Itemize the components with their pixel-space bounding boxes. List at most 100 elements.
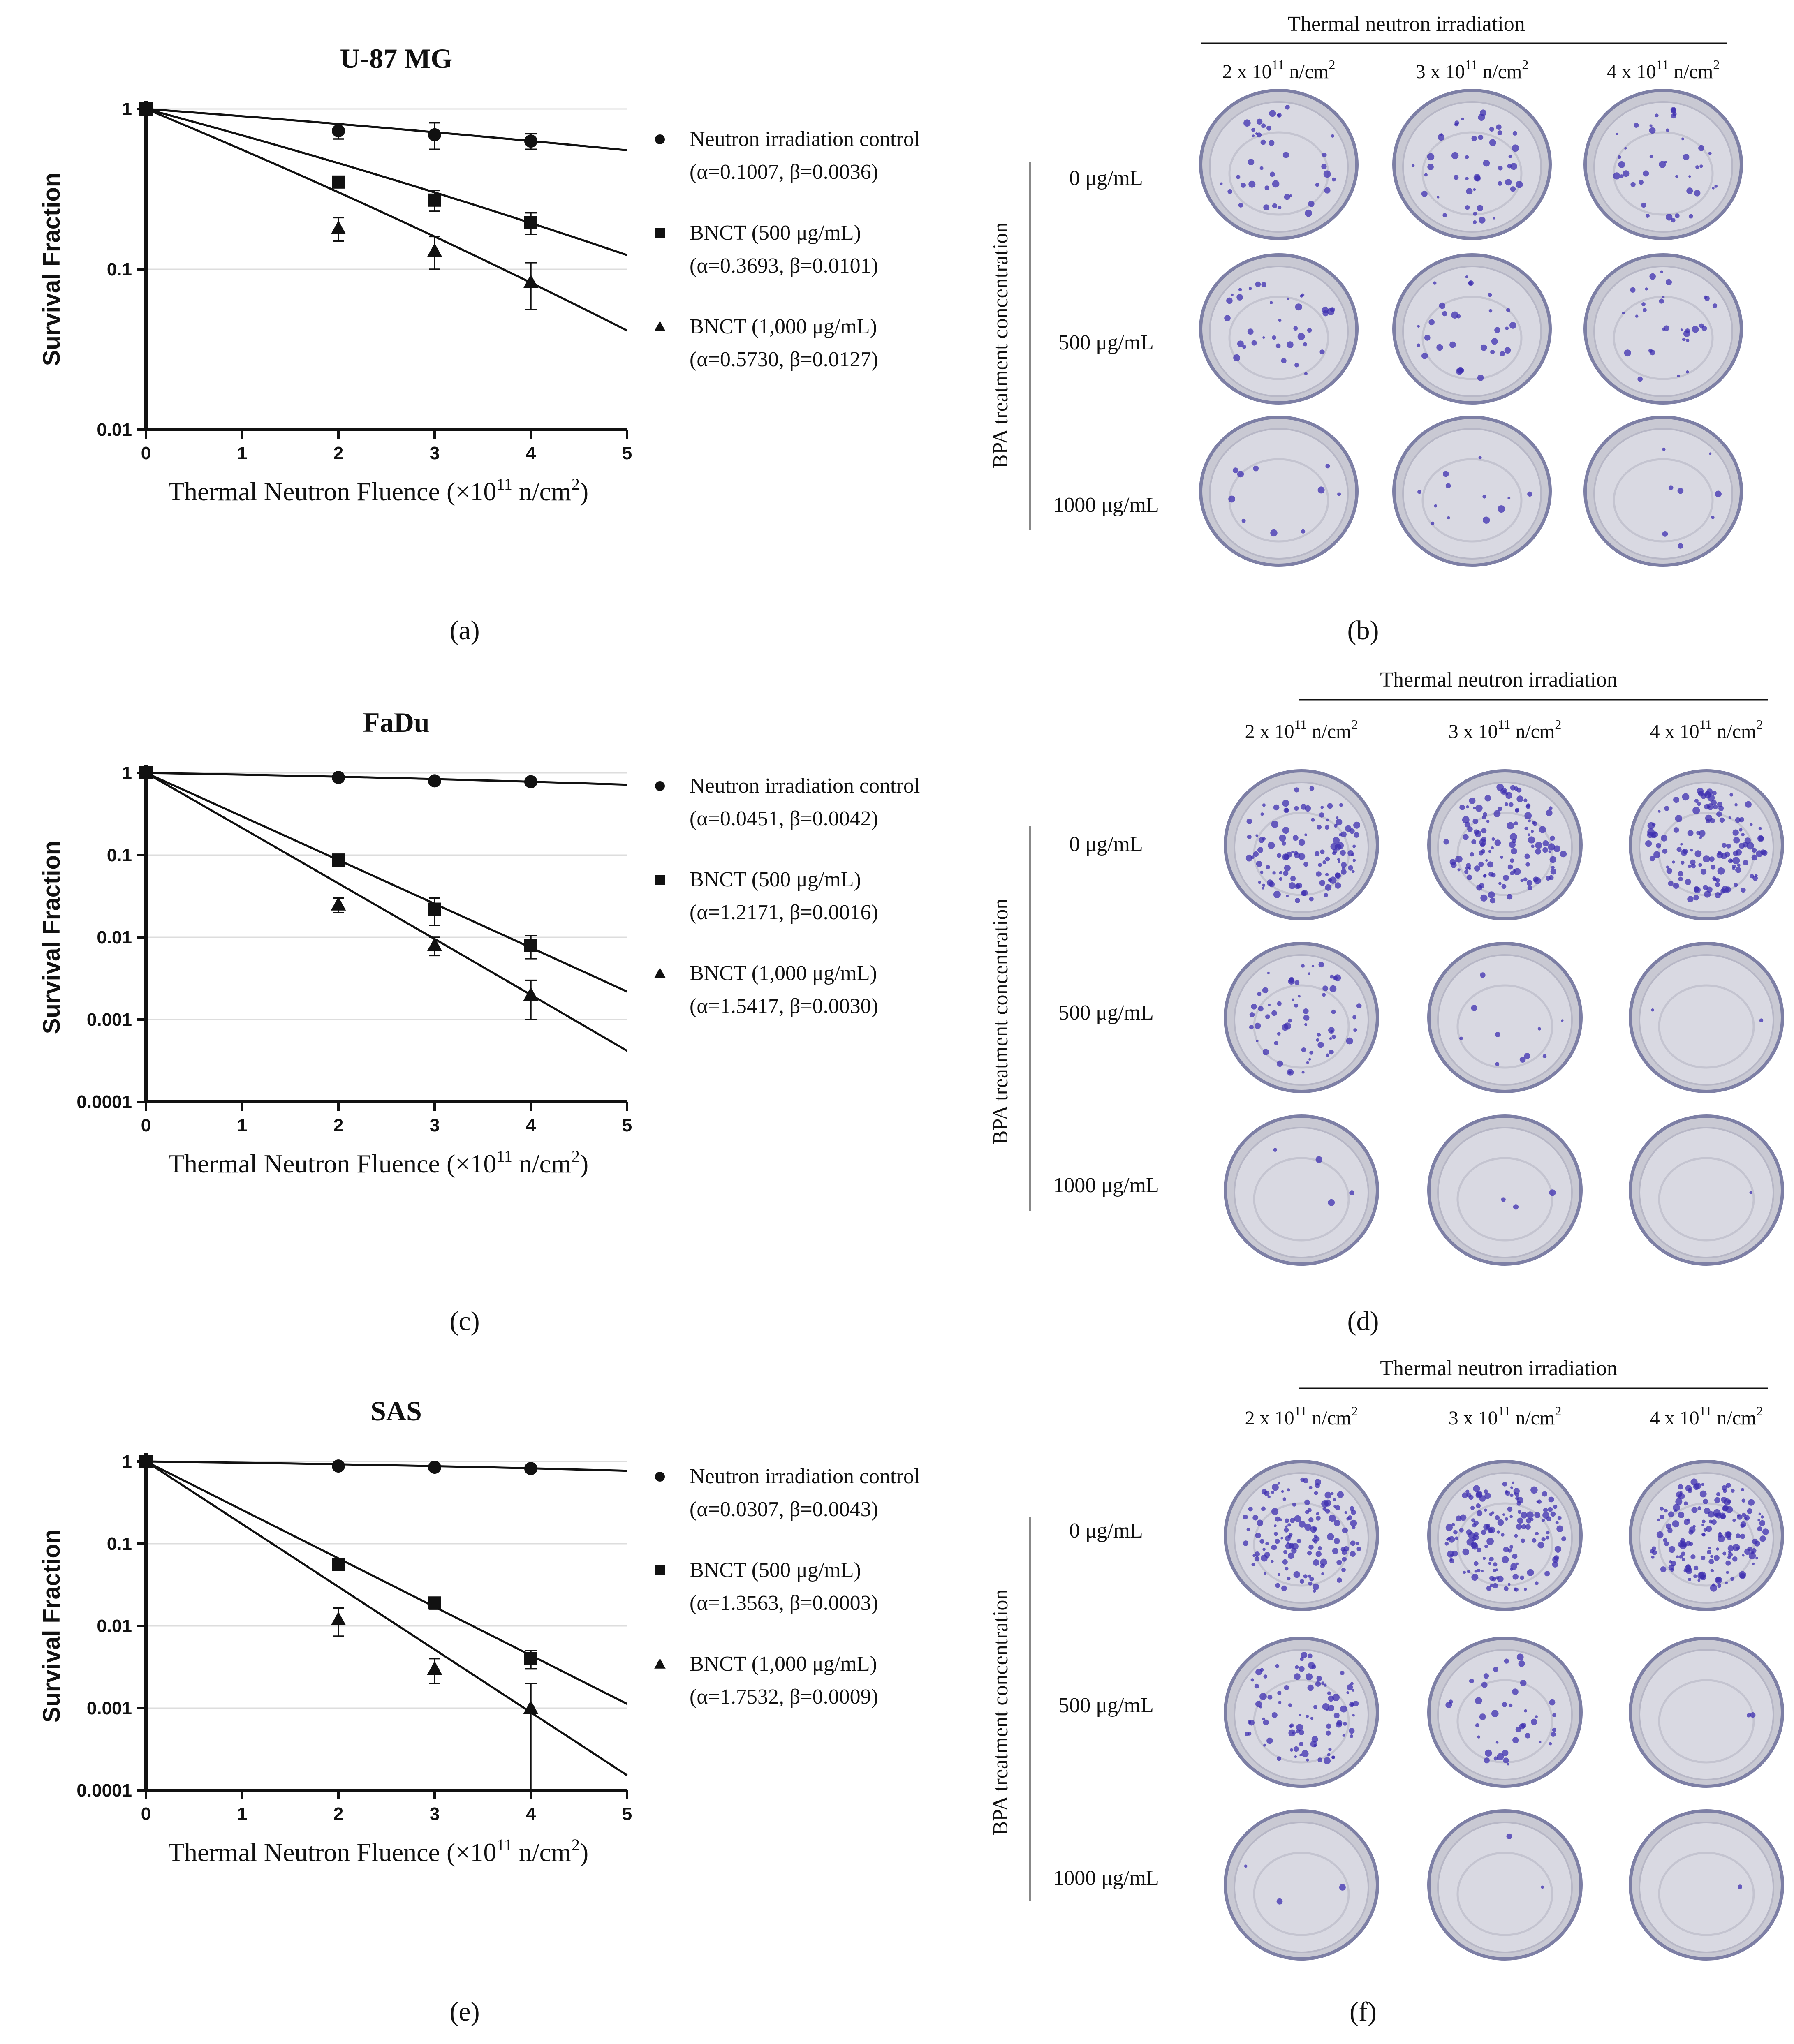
colony <box>1509 833 1517 841</box>
colony <box>1635 314 1639 318</box>
colony <box>1714 185 1718 188</box>
colony <box>1464 869 1469 874</box>
colony <box>1651 1556 1655 1559</box>
colony <box>1504 1586 1509 1591</box>
culture-plate <box>1583 89 1743 240</box>
colony <box>1480 344 1487 351</box>
plate-ring <box>1253 1157 1350 1242</box>
colony <box>1341 866 1345 870</box>
data-point <box>331 1611 346 1625</box>
colony <box>1549 1699 1556 1706</box>
colony <box>1497 806 1502 812</box>
plate-ring <box>1613 131 1714 216</box>
colony <box>1484 1489 1488 1494</box>
text-part: 2 <box>1351 717 1358 732</box>
colony <box>1501 884 1507 889</box>
colony <box>1521 1723 1526 1728</box>
colony <box>1528 819 1531 823</box>
text-part: Thermal Neutron Fluence (×10 <box>168 1149 497 1178</box>
colony <box>1227 189 1233 194</box>
colony <box>1317 1546 1322 1551</box>
colony <box>1469 797 1476 804</box>
colony <box>1337 1577 1342 1583</box>
plate-well <box>1437 1472 1573 1604</box>
colony <box>1427 153 1435 161</box>
colony <box>1322 1507 1327 1511</box>
colony <box>1509 1515 1513 1519</box>
x-tick-label: 3 <box>430 443 440 463</box>
colony <box>1485 859 1488 862</box>
colony <box>1551 1732 1556 1737</box>
colony <box>1717 867 1725 875</box>
colony <box>1678 1512 1685 1518</box>
colony <box>1248 180 1256 188</box>
colony <box>1666 1523 1671 1529</box>
colony <box>1725 851 1730 857</box>
text-part: 2 x 10 <box>1245 721 1294 742</box>
culture-plate <box>1629 769 1784 920</box>
colony <box>1687 1488 1692 1493</box>
colony <box>1616 132 1619 135</box>
colony <box>1315 1681 1321 1687</box>
text-part: 11 <box>1656 57 1669 72</box>
colony <box>1295 303 1302 311</box>
colony <box>1534 1512 1541 1518</box>
colony <box>1747 1508 1752 1514</box>
colony <box>1712 303 1718 308</box>
colony <box>1666 868 1672 874</box>
colony <box>1253 465 1259 472</box>
colony <box>1552 1713 1556 1717</box>
colony <box>1254 1556 1260 1562</box>
colony <box>1549 806 1553 810</box>
colony <box>1308 1545 1314 1550</box>
colony <box>1554 1546 1562 1553</box>
text-part: ) <box>580 477 588 506</box>
colony <box>1490 1584 1493 1588</box>
colony <box>1513 1204 1519 1210</box>
colony <box>1657 1518 1660 1521</box>
plate-ring <box>1658 1852 1755 1936</box>
colony <box>1697 788 1704 795</box>
colony <box>1479 1713 1486 1720</box>
colony <box>1261 1506 1266 1511</box>
colony <box>1306 1715 1309 1718</box>
colony <box>1704 1508 1711 1515</box>
text-part: 2 <box>572 1147 580 1165</box>
colony <box>1675 815 1682 822</box>
colony <box>1751 854 1757 861</box>
row-label: 500 μg/mL <box>1058 331 1154 354</box>
colony <box>1520 1680 1527 1686</box>
row-label: 0 μg/mL <box>1069 832 1143 856</box>
colony <box>1313 1559 1319 1566</box>
colony <box>1316 871 1322 877</box>
colony <box>1255 834 1259 837</box>
colony <box>1473 211 1477 216</box>
colony <box>1728 1552 1733 1557</box>
colony <box>1321 1500 1329 1508</box>
colony <box>1347 850 1354 856</box>
fit-line <box>145 1460 628 1705</box>
colony <box>1524 853 1530 859</box>
colony <box>1673 883 1679 889</box>
text-part: 2 <box>572 1836 580 1854</box>
colony <box>1649 155 1653 158</box>
data-point <box>332 1459 345 1473</box>
series-square <box>139 1455 628 1705</box>
colony <box>1713 877 1717 882</box>
colony <box>1660 1566 1667 1572</box>
colony <box>1440 133 1443 136</box>
colony <box>1750 1551 1754 1554</box>
colony <box>1331 1035 1336 1039</box>
colony <box>1262 336 1265 339</box>
text-part: Thermal Neutron Fluence (×10 <box>168 477 497 506</box>
plate-well <box>1437 1822 1573 1953</box>
colony <box>1675 1498 1683 1505</box>
colony <box>1255 132 1258 135</box>
culture-plate <box>1629 942 1784 1093</box>
colony <box>1542 1512 1549 1519</box>
colony <box>1470 852 1474 857</box>
colony <box>1349 1728 1355 1734</box>
colony <box>1352 1015 1357 1020</box>
colony <box>1282 841 1286 846</box>
colony <box>1299 1754 1302 1757</box>
